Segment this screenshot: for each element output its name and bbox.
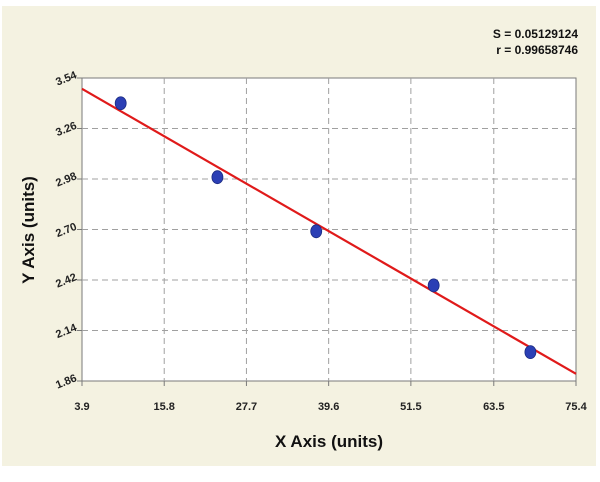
x-tick-label: 75.4: [565, 401, 587, 413]
points-layer: [114, 96, 537, 360]
data-point: [211, 170, 224, 185]
x-tick-label: 3.9: [74, 401, 89, 413]
x-axis-label: X Axis (units): [275, 432, 383, 451]
grid-layer: [77, 77, 577, 386]
y-axis-label: Y Axis (units): [19, 176, 38, 284]
regression-line: [81, 87, 577, 375]
fit-line-layer: [81, 87, 577, 375]
data-point: [310, 224, 323, 239]
data-point: [114, 96, 127, 111]
data-point: [427, 278, 440, 293]
x-tick-label: 15.8: [154, 401, 175, 413]
x-tick-label: 51.5: [400, 401, 421, 413]
r-statistic: r = 0.99658746: [496, 43, 578, 57]
data-point: [524, 345, 537, 360]
s-statistic: S = 0.05129124: [493, 27, 578, 41]
x-tick-label: 27.7: [236, 401, 257, 413]
x-tick-label: 63.5: [483, 401, 504, 413]
x-tick-label: 39.6: [318, 401, 339, 413]
